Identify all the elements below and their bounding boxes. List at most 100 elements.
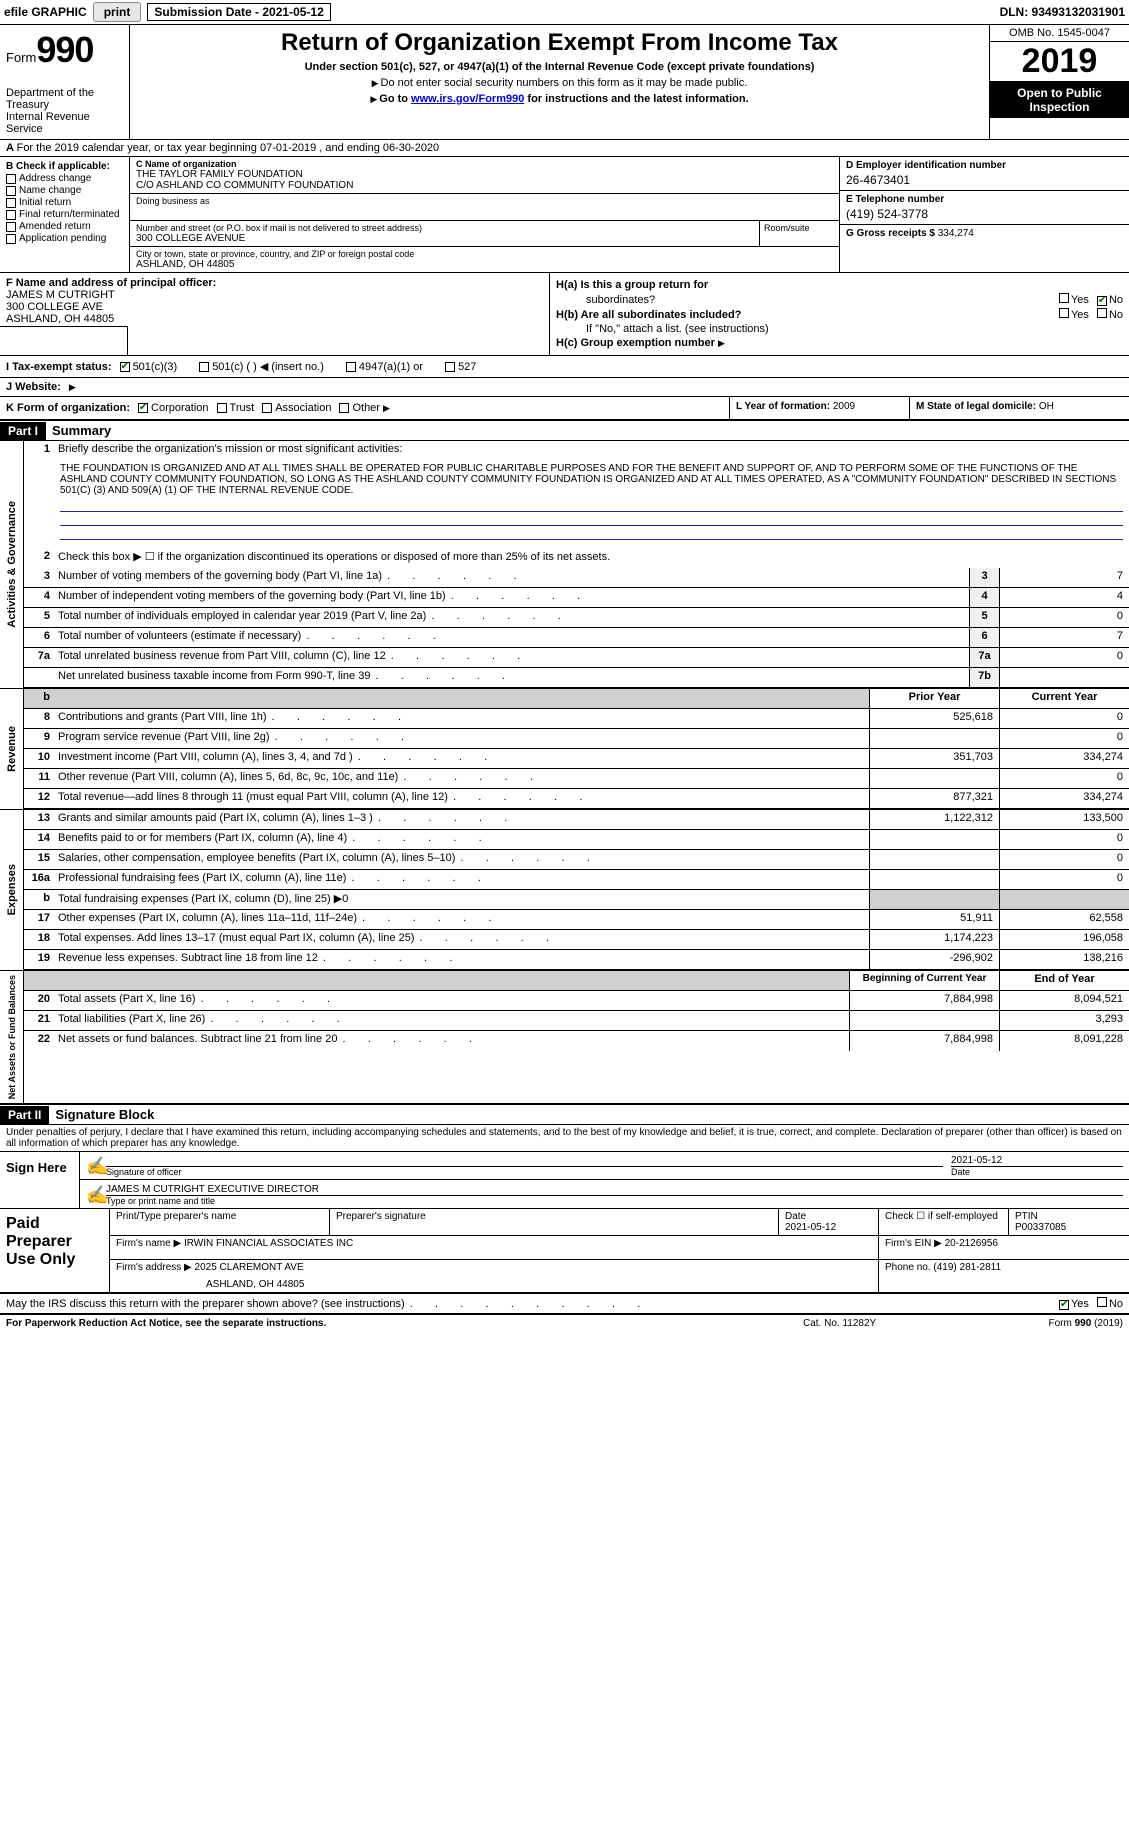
checkbox-icon[interactable] [6, 210, 16, 220]
goto-pre: Go to [379, 93, 411, 105]
summary-line: 3Number of voting members of the governi… [24, 568, 1129, 588]
header-right: OMB No. 1545-0047 2019 Open to Public In… [989, 25, 1129, 139]
dln: DLN: 93493132031901 [1000, 5, 1125, 19]
column-d: D Employer identification number 26-4673… [839, 157, 1129, 272]
col-b-header: B Check if applicable: [6, 161, 123, 172]
header-mid: Return of Organization Exempt From Incom… [130, 25, 989, 139]
c-name-label: C Name of organization [136, 159, 237, 169]
firm-name-label: Firm's name ▶ [116, 1238, 181, 1249]
side-rev: Revenue [6, 722, 18, 776]
section-net: Net Assets or Fund Balances Beginning of… [0, 971, 1129, 1105]
hc-label: H(c) Group exemption number [556, 337, 715, 349]
m-label: M State of legal domicile: [916, 401, 1036, 412]
summary-line: 16aProfessional fundraising fees (Part I… [24, 870, 1129, 890]
summary-line: 18Total expenses. Add lines 13–17 (must … [24, 930, 1129, 950]
firm-phone-label: Phone no. [885, 1262, 931, 1273]
hb-label: H(b) Are all subordinates included? [556, 309, 741, 321]
arrow-icon [372, 77, 381, 89]
street-value: 300 COLLEGE AVENUE [136, 233, 753, 244]
form-header: Form990 Department of the Treasury Inter… [0, 25, 1129, 140]
print-button[interactable]: print [93, 2, 142, 22]
checkbox-icon[interactable] [6, 222, 16, 232]
chk-label: Application pending [19, 233, 106, 244]
col-begin: Beginning of Current Year [849, 971, 999, 990]
city-value: ASHLAND, OH 44805 [136, 259, 833, 270]
summary-line: 4Number of independent voting members of… [24, 588, 1129, 608]
col-curr: Current Year [999, 689, 1129, 708]
summary-line: 14Benefits paid to or for members (Part … [24, 830, 1129, 850]
discuss-text: May the IRS discuss this return with the… [6, 1298, 642, 1310]
checkbox-icon[interactable] [6, 234, 16, 244]
mission-text: THE FOUNDATION IS ORGANIZED AND AT ALL T… [24, 461, 1129, 498]
checkbox-icon[interactable] [199, 362, 209, 372]
checkbox-icon[interactable] [6, 186, 16, 196]
cat-number: Cat. No. 11282Y [803, 1318, 943, 1329]
column-c: C Name of organization THE TAYLOR FAMILY… [130, 157, 839, 272]
sig-officer-label: Signature of officer [106, 1166, 943, 1177]
summary-line: 15Salaries, other compensation, employee… [24, 850, 1129, 870]
form-title: Return of Organization Exempt From Incom… [136, 29, 983, 57]
checkbox-icon[interactable] [217, 403, 227, 413]
checkbox-checked-icon[interactable] [1097, 296, 1107, 306]
col-end: End of Year [999, 971, 1129, 990]
summary-line: 7aTotal unrelated business revenue from … [24, 648, 1129, 668]
prep-date: 2021-05-12 [785, 1222, 836, 1233]
gross-value: 334,274 [938, 228, 974, 239]
discuss-row: May the IRS discuss this return with the… [0, 1293, 1129, 1314]
checkbox-icon[interactable] [445, 362, 455, 372]
checkbox-icon[interactable] [1059, 308, 1069, 318]
form-subtitle: Under section 501(c), 527, or 4947(a)(1)… [136, 61, 983, 73]
section-revenue: Revenue b Prior Year Current Year 8Contr… [0, 689, 1129, 810]
pen-icon: ✍ [86, 1156, 106, 1177]
firm-addr-label: Firm's address ▶ [116, 1262, 192, 1273]
checkbox-checked-icon[interactable] [120, 362, 130, 372]
summary-line: bTotal fundraising expenses (Part IX, co… [24, 890, 1129, 910]
org-name-2: C/O ASHLAND CO COMMUNITY FOUNDATION [136, 180, 833, 191]
chk-label: Final return/terminated [19, 209, 120, 220]
checkbox-icon[interactable] [339, 403, 349, 413]
self-emp-check: Check ☐ if self-employed [879, 1209, 1009, 1235]
part2-badge: Part II [0, 1106, 49, 1124]
prep-sig-label: Preparer's signature [330, 1209, 779, 1235]
checkbox-icon[interactable] [6, 174, 16, 184]
prep-name-label: Print/Type preparer's name [110, 1209, 330, 1235]
page-footer: For Paperwork Reduction Act Notice, see … [0, 1314, 1129, 1332]
hb-note: If "No," attach a list. (see instruction… [556, 323, 1123, 335]
line1-label: Briefly describe the organization's miss… [54, 441, 1129, 461]
k-label: K Form of organization: [6, 402, 130, 414]
k-row: K Form of organization: Corporation Trus… [0, 397, 1129, 421]
side-ag: Activities & Governance [6, 497, 18, 632]
checkbox-icon[interactable] [262, 403, 272, 413]
summary-line: 12Total revenue—add lines 8 through 11 (… [24, 789, 1129, 809]
checkbox-checked-icon[interactable] [138, 403, 148, 413]
part1-title: Summary [46, 421, 117, 440]
submission-date: Submission Date - 2021-05-12 [147, 3, 330, 21]
checkbox-icon[interactable] [1059, 293, 1069, 303]
part1-badge: Part I [0, 422, 46, 440]
summary-line: Net unrelated business taxable income fr… [24, 668, 1129, 688]
firm-ein: 20-2126956 [945, 1238, 998, 1249]
l-value: 2009 [833, 401, 855, 412]
paid-label: Paid Preparer Use Only [0, 1209, 110, 1292]
efile-label: efile GRAPHIC [4, 5, 87, 19]
irs-link[interactable]: www.irs.gov/Form990 [411, 93, 524, 105]
period-text: For the 2019 calendar year, or tax year … [17, 142, 440, 154]
checkbox-icon[interactable] [6, 198, 16, 208]
sig-date: 2021-05-12 [951, 1155, 1123, 1166]
main-info-block: B Check if applicable: Address change Na… [0, 157, 1129, 273]
room-label: Room/suite [764, 223, 835, 233]
side-exp: Expenses [6, 860, 18, 919]
summary-line: 5Total number of individuals employed in… [24, 608, 1129, 628]
side-net: Net Assets or Fund Balances [7, 971, 17, 1103]
part1-header-row: Part I Summary [0, 421, 1129, 441]
summary-line: 2Check this box ▶ ☐ if the organization … [24, 548, 1129, 568]
inspection-label: Open to Public Inspection [990, 82, 1129, 118]
checkbox-checked-icon[interactable] [1059, 1300, 1069, 1310]
checkbox-icon[interactable] [1097, 1297, 1107, 1307]
summary-line: 8Contributions and grants (Part VIII, li… [24, 709, 1129, 729]
checkbox-icon[interactable] [1097, 308, 1107, 318]
type-label: Type or print name and title [106, 1195, 1123, 1206]
checkbox-icon[interactable] [346, 362, 356, 372]
firm-addr1: 2025 CLAREMONT AVE [195, 1262, 304, 1273]
underline [60, 512, 1123, 526]
